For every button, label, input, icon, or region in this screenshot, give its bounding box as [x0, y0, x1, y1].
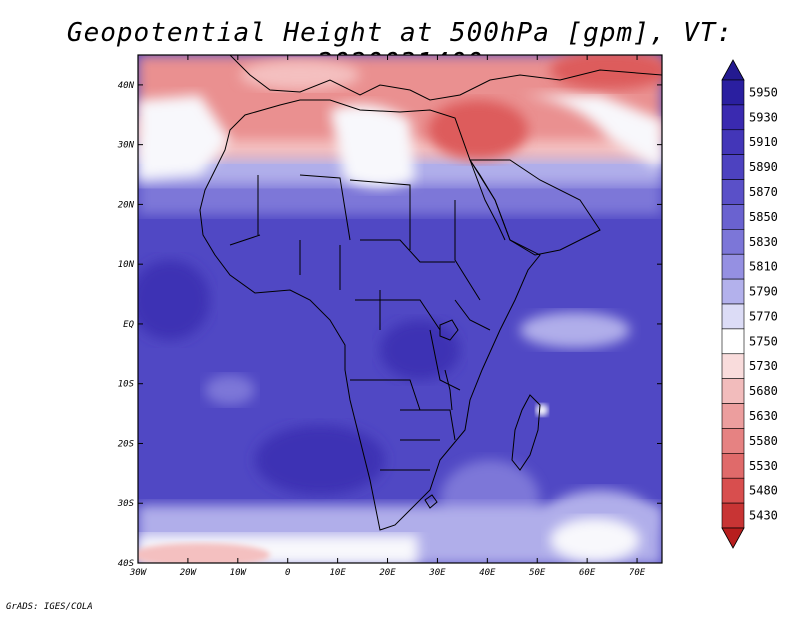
grads-credit: GrADS: IGES/COLA	[6, 602, 93, 612]
colorbar-swatch	[721, 353, 745, 379]
lon-tick-label: 30E	[428, 568, 446, 578]
colorbar-label: 5680	[749, 384, 778, 398]
lon-tick-label: 60E	[579, 568, 596, 578]
colorbar-bottom-arrow	[721, 527, 745, 549]
height-field	[138, 55, 662, 563]
colorbar-label: 5770	[749, 309, 778, 323]
colorbar-swatch	[721, 453, 745, 479]
map-axes: 30W 20W 10W 0 10E 20E 30E 40E 50E 60E 70E 40N 30N 20N…	[117, 55, 662, 578]
colorbar-swatch	[721, 477, 745, 504]
lat-tick-label: 10S	[118, 380, 135, 390]
colorbar-label: 5850	[749, 210, 778, 224]
lon-tick-label: 20W	[180, 568, 198, 578]
colorbar-swatch	[721, 378, 745, 404]
colorbar-label: 5750	[749, 334, 778, 348]
map-frame	[137, 54, 663, 564]
colorbar-label: 5730	[749, 359, 778, 373]
colorbar-label: 5870	[749, 185, 778, 199]
colorbar-swatch	[721, 179, 745, 205]
colorbar-label: 5810	[749, 260, 778, 274]
colorbar-label: 5630	[749, 409, 778, 423]
colorbar: 5950 5930 5910 5890 5870 5850 5830 5810 5790 5770…	[721, 59, 778, 549]
lon-tick-label: 10W	[230, 568, 248, 578]
lon-tick-label: 30W	[129, 568, 148, 578]
colorbar-label: 5910	[749, 135, 778, 149]
lat-tick-label: EQ	[123, 320, 134, 330]
colorbar-swatch	[721, 129, 745, 155]
lat-tick-label: 20S	[118, 439, 135, 449]
colorbar-label: 5830	[749, 235, 778, 249]
colorbar-swatch	[721, 104, 745, 131]
colorbar-swatch	[721, 204, 745, 230]
lon-tick-label: 40E	[479, 568, 496, 578]
lat-tick-label: 30S	[117, 499, 135, 509]
colorbar-top-arrow	[721, 59, 745, 81]
colorbar-label: 5480	[749, 484, 778, 498]
colorbar-label: 5890	[749, 160, 778, 174]
colorbar-label: 5790	[749, 285, 778, 299]
colorbar-swatch	[721, 303, 745, 330]
colorbar-swatch	[721, 428, 745, 454]
colorbar-label: 5430	[749, 509, 778, 523]
colorbar-swatch	[721, 502, 745, 529]
lat-tick-label: 40N	[118, 81, 135, 91]
lon-tick-label: 0	[285, 568, 290, 578]
lat-tick-label: 40S	[118, 559, 135, 569]
colorbar-label: 5950	[749, 85, 778, 99]
colorbar-label: 5930	[749, 110, 778, 124]
colorbar-swatch	[721, 154, 745, 180]
coastline-outlines	[199, 55, 662, 531]
colorbar-swatch	[721, 79, 745, 106]
lon-tick-label: 50E	[529, 568, 546, 578]
lat-tick-label: 20N	[118, 200, 135, 210]
lon-tick-label: 20E	[379, 568, 396, 578]
lon-tick-label: 10E	[329, 568, 346, 578]
lon-tick-label: 70E	[629, 568, 646, 578]
colorbar-swatch	[721, 278, 745, 305]
lat-tick-label: 30N	[117, 141, 135, 151]
colorbar-swatch	[721, 229, 745, 255]
colorbar-label: 5580	[749, 434, 778, 448]
colorbar-swatch	[721, 403, 745, 429]
colorbar-swatch	[721, 328, 745, 355]
colorbar-label: 5530	[749, 459, 778, 473]
colorbar-swatch	[721, 253, 745, 280]
lat-tick-label: 10N	[118, 260, 135, 270]
